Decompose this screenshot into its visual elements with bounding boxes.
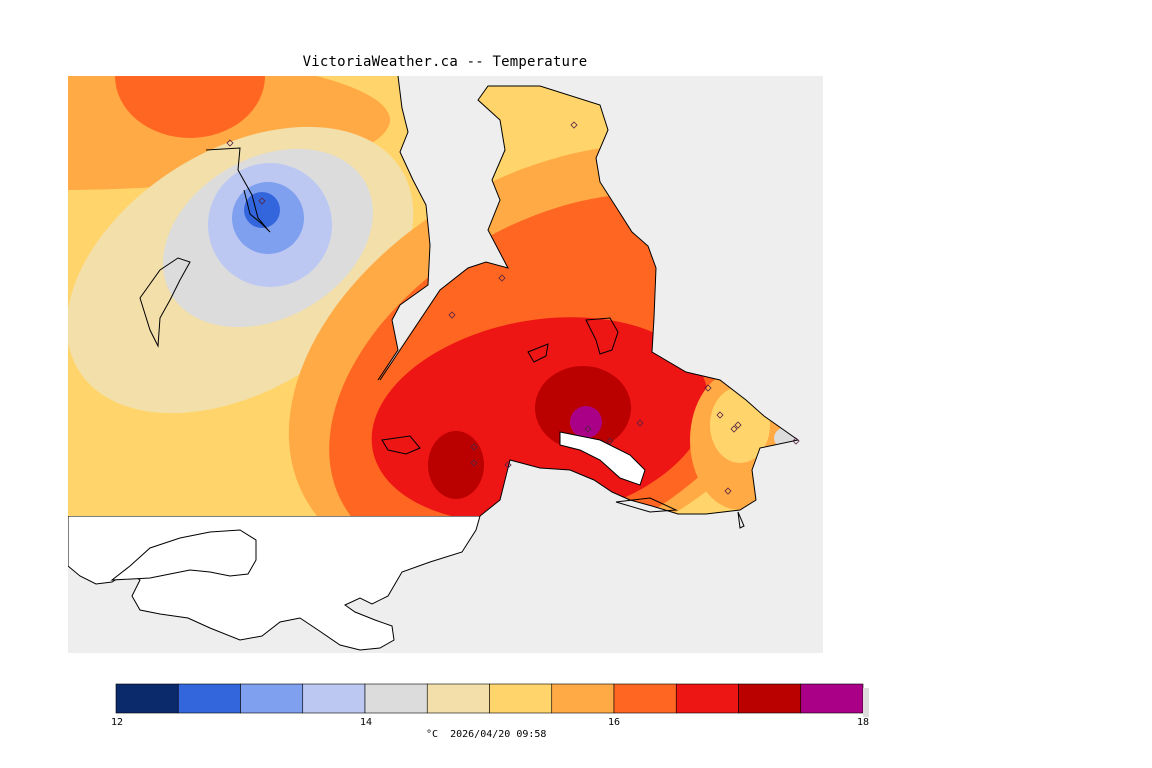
legend-swatch [551,683,615,714]
land-masses [68,515,481,651]
legend-tick-14: 14 [360,717,373,728]
diamond-icon [730,425,738,433]
legend-swatch [426,683,490,714]
legend-tick-16: 16 [608,717,621,728]
legend-swatch [738,683,802,714]
legend-shadow [863,688,869,717]
diamond-icon [258,197,266,205]
weather-stations [226,121,800,495]
diamond-icon [724,487,732,495]
legend-swatch [800,683,864,714]
legend-timestamp: 2026/04/20 09:58 [450,729,547,740]
diamond-icon [498,274,506,282]
color-legend [115,683,869,717]
diamond-icon [448,311,456,319]
diamond-icon [504,461,512,469]
legend-tick-18: 18 [857,717,870,728]
diamond-icon [716,411,724,419]
diamond-icon [636,419,644,427]
diamond-icon [226,139,234,147]
diamond-icon [704,384,712,392]
diamond-icon [470,443,478,451]
map-title: VictoriaWeather.ca -- Temperature [302,54,588,70]
legend-swatch [613,683,677,714]
legend-swatch [489,683,553,714]
diamond-icon [584,425,592,433]
legend-swatch [675,683,739,714]
legend-swatch [240,683,304,714]
diamond-icon [570,121,578,129]
legend-swatch [302,683,366,714]
legend-caption: °C 2026/04/20 09:58 [426,729,546,740]
legend-swatch [177,683,241,714]
legend-unit: °C [426,729,439,740]
diamond-icon [606,437,614,445]
diamond-icon [734,421,742,429]
diamond-icon [470,459,478,467]
diamond-icon [792,437,800,445]
coastlines [139,75,800,529]
legend-swatch [364,683,428,714]
legend-tick-12: 12 [111,717,124,728]
legend-swatch [115,683,179,714]
